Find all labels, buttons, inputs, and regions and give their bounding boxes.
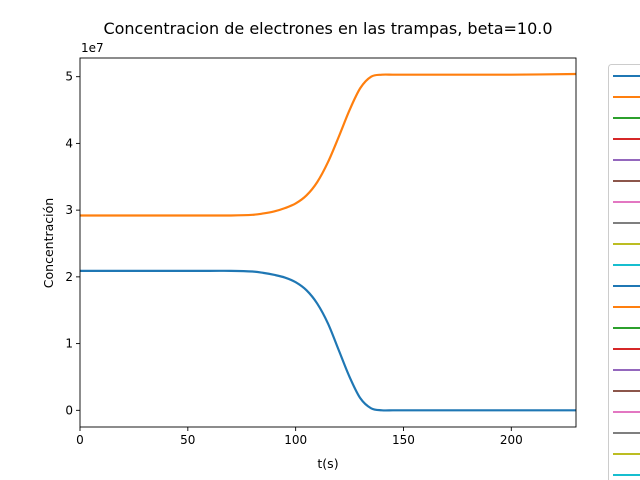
x-tick-label: 150 xyxy=(392,433,415,447)
series-group xyxy=(80,72,576,412)
x-tick-label: 0 xyxy=(76,433,84,447)
x-axis-label: t(s) xyxy=(317,456,338,471)
axes-frame xyxy=(79,57,577,428)
legend xyxy=(608,64,640,480)
x-tick-label: 100 xyxy=(284,433,307,447)
y-tick-label: 4 xyxy=(65,136,73,150)
y-axis-label: Concentración xyxy=(41,198,56,288)
y-tick-label: 3 xyxy=(65,203,73,217)
x-tick-label: 200 xyxy=(500,433,523,447)
y-tick-label: 2 xyxy=(65,270,73,284)
plot-area: 0 50 100 150 200 0 1 2 3 4 5 xyxy=(65,57,577,447)
chart-title: Concentracion de electrones en las tramp… xyxy=(103,19,552,38)
y-tick-label: 0 xyxy=(65,403,73,417)
x-tick-label: 50 xyxy=(180,433,195,447)
y-tick-label: 1 xyxy=(65,337,73,351)
series-line-1 xyxy=(80,269,576,412)
series-line-0 xyxy=(80,72,576,217)
y-tick-label: 5 xyxy=(65,70,73,84)
y-offset-label: 1e7 xyxy=(81,41,104,55)
legend-box xyxy=(608,64,640,480)
